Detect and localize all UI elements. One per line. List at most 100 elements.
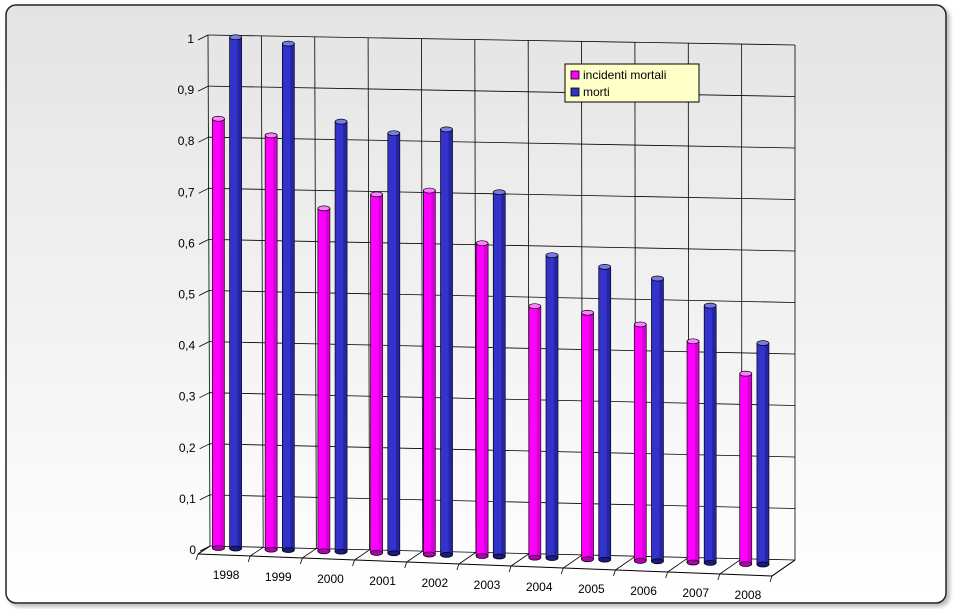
legend-swatch-morti: [571, 88, 579, 96]
y-tick-label: 0,2: [179, 441, 196, 455]
bar-morti: [441, 127, 453, 558]
y-tick-label: 0,5: [178, 288, 195, 302]
bar-base: [757, 562, 769, 567]
bar-base: [740, 562, 752, 567]
bar-shade: [220, 119, 224, 548]
y-tick-label: 0,7: [178, 185, 195, 199]
bar-shade: [659, 279, 663, 562]
bar-incidenti: [582, 310, 594, 562]
bar-top: [423, 188, 435, 193]
y-tick-label: 1: [187, 32, 194, 46]
bar-top: [476, 241, 488, 246]
bar-shade: [449, 129, 453, 555]
bar-base: [212, 546, 224, 551]
bar-shade: [590, 313, 594, 560]
y-tick-label: 0,8: [178, 134, 195, 148]
bar-base: [318, 549, 330, 554]
bar-base: [371, 550, 383, 555]
bar-incidenti: [212, 116, 224, 550]
bar-shade: [748, 374, 752, 564]
bar-incidenti: [634, 322, 646, 563]
bar-base: [493, 554, 505, 559]
bar-top: [371, 192, 383, 197]
bar-shade: [554, 255, 558, 558]
bar-shade: [273, 135, 277, 549]
bar-shade: [379, 194, 383, 553]
bar-morti: [546, 253, 558, 561]
bar-top: [546, 253, 558, 258]
bar-top: [230, 35, 242, 40]
bar-shade: [431, 191, 435, 555]
bar-base: [230, 546, 242, 551]
bar-shade: [712, 306, 716, 563]
bar-shade: [238, 37, 242, 548]
bar-top: [687, 339, 699, 344]
bar-base: [529, 555, 541, 560]
bar-top: [212, 116, 224, 121]
bar-incidenti: [371, 192, 383, 556]
bar-incidenti: [318, 206, 330, 554]
bar-shade: [326, 208, 330, 551]
bar-shade: [396, 133, 400, 553]
bar-base: [546, 556, 558, 561]
bar-top: [634, 322, 646, 327]
bar-base: [265, 547, 277, 552]
bar-top: [740, 371, 752, 376]
bar-base: [651, 559, 663, 564]
bar-shade: [642, 324, 646, 560]
bar-morti: [704, 303, 716, 565]
legend-swatch-incidenti: [571, 71, 579, 79]
legend: incidenti mortali morti: [565, 64, 699, 102]
bar-base: [388, 551, 400, 556]
bar-morti: [599, 264, 611, 562]
bar-shade: [765, 343, 769, 564]
bar-shade: [537, 306, 541, 558]
bar-top: [757, 341, 769, 346]
bar-shade: [290, 44, 294, 550]
bar-morti: [282, 41, 294, 552]
y-tick-label: 0,9: [178, 83, 195, 97]
bar-morti: [493, 190, 505, 559]
y-tick-label: 0,6: [178, 236, 195, 250]
bar-incidenti: [423, 188, 435, 557]
x-tick-label: 2003: [474, 578, 501, 592]
bar-top: [651, 276, 663, 281]
bar-shade: [607, 267, 611, 560]
bar-incidenti: [265, 133, 277, 552]
bar-incidenti: [529, 304, 541, 561]
bar-morti: [335, 119, 347, 554]
bar-morti: [757, 341, 769, 567]
bar-base: [282, 548, 294, 553]
bar-top: [318, 206, 330, 211]
bar-morti: [388, 131, 400, 556]
bar-top: [441, 127, 453, 132]
bar-incidenti: [476, 241, 488, 559]
y-tick-label: 0: [189, 543, 196, 557]
legend-label-incidenti: incidenti mortali: [583, 68, 666, 82]
x-tick-label: 2001: [369, 574, 396, 588]
bar-base: [423, 552, 435, 557]
bar-top: [704, 303, 716, 308]
bar-shade: [484, 243, 488, 556]
bar-morti: [651, 276, 663, 564]
x-tick-label: 2004: [526, 580, 553, 594]
bar-shade: [343, 122, 347, 552]
legend-label-morti: morti: [583, 85, 610, 99]
bar-shade: [695, 341, 699, 562]
bar-top: [599, 264, 611, 269]
x-tick-label: 2000: [317, 572, 344, 586]
bar-incidenti: [740, 371, 752, 566]
bar-top: [388, 131, 400, 136]
bar-top: [282, 41, 294, 46]
y-tick-label: 0,1: [179, 492, 196, 506]
bar-top: [493, 190, 505, 195]
bar-base: [634, 558, 646, 563]
bar-base: [335, 549, 347, 554]
bar-shade: [501, 192, 505, 556]
bar-top: [335, 119, 347, 124]
bar-top: [582, 310, 594, 315]
x-tick-label: 1998: [213, 568, 240, 582]
bar-base: [599, 557, 611, 562]
